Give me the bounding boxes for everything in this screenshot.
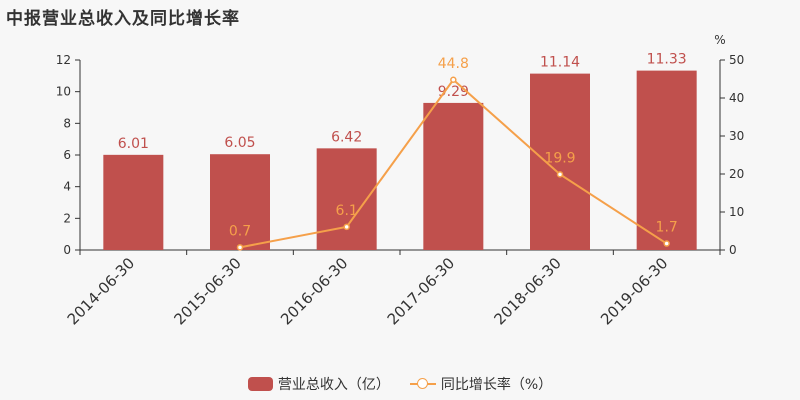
y-left-tick-label: 10 (56, 85, 71, 99)
growth-point (450, 76, 457, 84)
legend-line-swatch-icon (409, 377, 436, 391)
growth-point (343, 223, 350, 231)
growth-value-label: 1.7 (656, 220, 678, 236)
x-category-label: 2015-06-30 (170, 254, 244, 328)
bar-revenue (530, 73, 590, 250)
bar-revenue (636, 70, 697, 250)
growth-point (663, 240, 670, 247)
y-right-unit-label: % (714, 33, 725, 47)
legend-item-revenue[interactable]: 营业总收入（亿） (247, 374, 390, 394)
y-left-tick-label: 0 (63, 243, 71, 257)
bar-value-label: 11.33 (647, 52, 687, 68)
chart-legend: 营业总收入（亿） 同比增长率（%） (0, 374, 800, 394)
growth-point (556, 171, 564, 178)
growth-point (236, 244, 244, 251)
y-right-tick-label: 50 (729, 53, 744, 67)
growth-value-label: 19.9 (544, 150, 575, 166)
x-category-label: 2019-06-30 (597, 254, 671, 328)
bar-value-label: 6.42 (331, 129, 362, 145)
y-right-tick-label: 10 (729, 205, 744, 219)
x-category-label: 2018-06-30 (490, 254, 564, 328)
bar-revenue (210, 154, 270, 250)
bar-revenue (423, 102, 484, 251)
y-right-tick-label: 20 (729, 167, 744, 181)
bar-value-label: 9.29 (438, 84, 469, 100)
y-right-tick-label: 40 (729, 91, 744, 105)
growth-value-label: 44.8 (438, 56, 469, 72)
legend-growth-label: 同比增长率（%） (440, 377, 553, 393)
y-left-tick-label: 12 (56, 53, 71, 67)
bar-value-label: 6.01 (118, 136, 149, 152)
growth-value-label: 0.7 (229, 223, 251, 239)
legend-revenue-label: 营业总收入（亿） (277, 377, 390, 393)
x-category-label: 2017-06-30 (384, 254, 458, 328)
y-left-tick-label: 4 (63, 180, 71, 194)
legend-bar-swatch-icon (247, 377, 273, 391)
bar-value-label: 11.14 (540, 55, 580, 71)
legend-item-growth[interactable]: 同比增长率（%） (409, 374, 553, 394)
x-category-label: 2016-06-30 (277, 254, 351, 328)
y-right-tick-label: 0 (729, 243, 737, 257)
bar-value-label: 6.05 (224, 135, 255, 151)
y-left-tick-label: 2 (63, 211, 71, 225)
y-left-tick-label: 6 (63, 148, 71, 162)
growth-value-label: 6.1 (336, 203, 358, 219)
y-right-tick-label: 30 (729, 129, 744, 143)
bar-revenue (103, 154, 164, 250)
y-left-tick-label: 8 (63, 116, 71, 130)
chart-title: 中报营业总收入及同比增长率 (6, 9, 240, 29)
x-category-label: 2014-06-30 (64, 254, 138, 328)
